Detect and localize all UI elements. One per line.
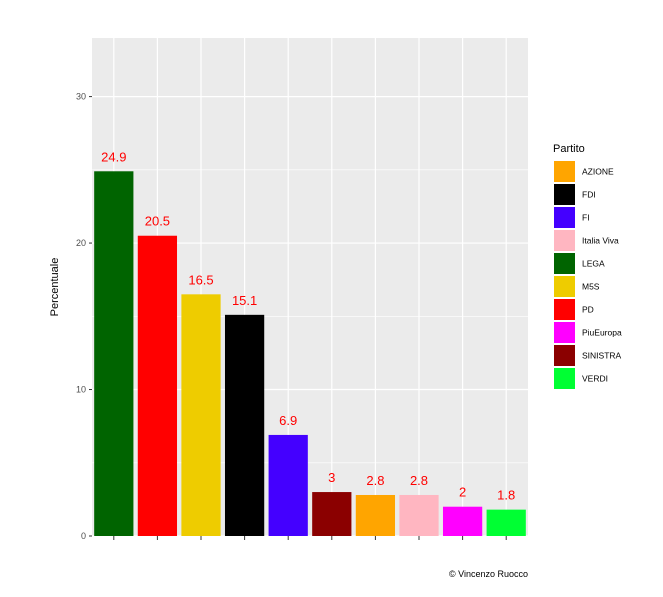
bar-verdi	[486, 509, 526, 536]
bar-fdi	[224, 314, 265, 536]
legend-label: PiuEuropa	[582, 328, 622, 338]
legend-label: FDI	[582, 190, 596, 200]
legend-label: FI	[582, 213, 590, 223]
legend: Partito AZIONE FDI FI Italia Viva LEGA M5S PD P…	[553, 143, 622, 389]
legend-key	[554, 161, 575, 182]
y-axis-title: Percentuale	[49, 258, 61, 317]
bar-azione	[355, 494, 396, 536]
value-label: 2	[459, 485, 466, 500]
value-labels-layer: 24.9 20.5 16.5 15.1 6.9 3 2.8 2.8 2 1.8	[101, 149, 515, 502]
bar-pd	[137, 235, 178, 536]
legend-title: Partito	[553, 143, 585, 155]
legend-label: M5S	[582, 282, 600, 292]
bar-italia-viva	[399, 494, 439, 536]
y-tick-label: 20	[76, 238, 86, 248]
caption: © Vincenzo Ruocco	[449, 569, 528, 579]
bars-layer	[94, 171, 526, 536]
value-label: 1.8	[497, 488, 515, 503]
legend-key	[554, 276, 575, 297]
legend-key	[554, 184, 575, 205]
value-label: 15.1	[232, 293, 257, 308]
legend-items: AZIONE FDI FI Italia Viva LEGA M5S PD PiuEuropa…	[554, 161, 622, 389]
y-tick-label: 10	[76, 385, 86, 395]
bar-fi	[268, 434, 308, 536]
bar-sinistra	[312, 492, 352, 536]
legend-key	[554, 322, 575, 343]
bar-piueuropa	[442, 506, 483, 536]
legend-key	[554, 368, 575, 389]
y-tick-label: 30	[76, 92, 86, 102]
legend-key	[554, 253, 575, 274]
value-label: 3	[328, 470, 335, 485]
legend-label: Italia Viva	[582, 236, 619, 246]
value-label: 2.8	[366, 473, 384, 488]
value-label: 20.5	[145, 214, 170, 229]
y-tick-label: 0	[81, 531, 86, 541]
value-label: 16.5	[188, 272, 213, 287]
legend-key	[554, 207, 575, 228]
legend-key	[554, 230, 575, 251]
bar-m5s	[181, 294, 221, 536]
legend-label: LEGA	[582, 259, 605, 269]
value-label: 6.9	[279, 413, 297, 428]
legend-label: VERDI	[582, 374, 608, 384]
legend-key	[554, 345, 575, 366]
legend-key	[554, 299, 575, 320]
legend-label: PD	[582, 305, 594, 315]
value-label: 24.9	[101, 149, 126, 164]
value-label: 2.8	[410, 473, 428, 488]
legend-label: SINISTRA	[582, 351, 622, 361]
legend-label: AZIONE	[582, 167, 614, 177]
bar-lega	[94, 171, 134, 536]
axis-layer: 0 10 20 30	[76, 92, 507, 541]
